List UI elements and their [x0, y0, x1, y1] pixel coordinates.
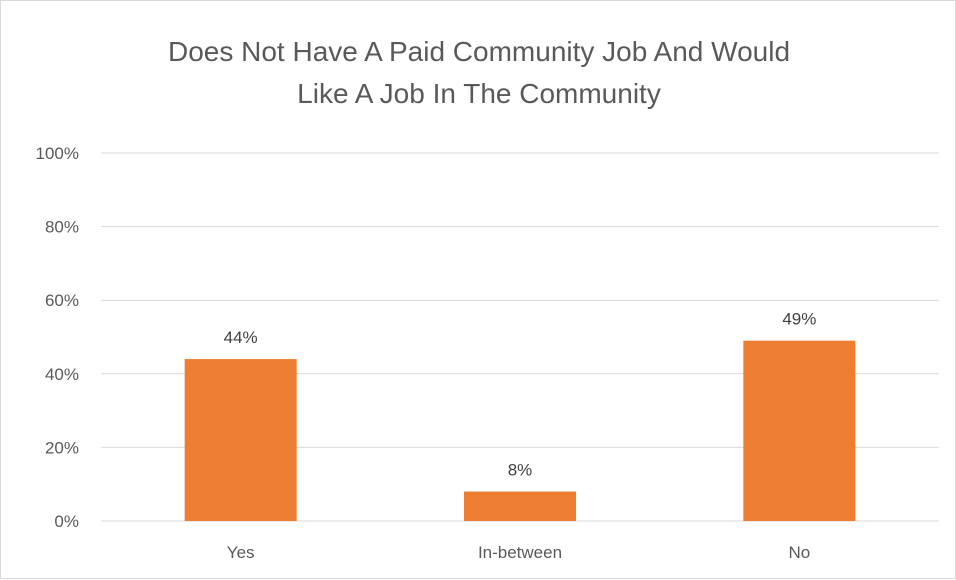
- bar: [464, 491, 576, 521]
- x-tick-label: Yes: [227, 543, 255, 562]
- data-label: 8%: [508, 461, 533, 480]
- data-label: 49%: [782, 310, 816, 329]
- chart-title-line-2: Like A Job In The Community: [297, 78, 661, 109]
- chart-title-line-1: Does Not Have A Paid Community Job And W…: [167, 36, 791, 67]
- data-label-background: [492, 455, 548, 484]
- y-tick-label: 60%: [45, 291, 79, 310]
- y-tick-label: 20%: [45, 438, 79, 457]
- x-tick-label: No: [788, 543, 810, 562]
- y-tick-label: 0%: [54, 512, 79, 531]
- y-tick-label: 100%: [36, 144, 79, 163]
- x-tick-label: In-between: [478, 543, 562, 562]
- y-tick-label: 40%: [45, 365, 79, 384]
- chart-title: Does Not Have A Paid Community Job And W…: [1, 31, 956, 115]
- data-label: 44%: [224, 328, 258, 347]
- data-label-background: [212, 323, 269, 352]
- bar: [184, 359, 297, 521]
- data-label-background: [771, 304, 828, 333]
- bar: [743, 340, 856, 521]
- y-tick-label: 80%: [45, 218, 79, 237]
